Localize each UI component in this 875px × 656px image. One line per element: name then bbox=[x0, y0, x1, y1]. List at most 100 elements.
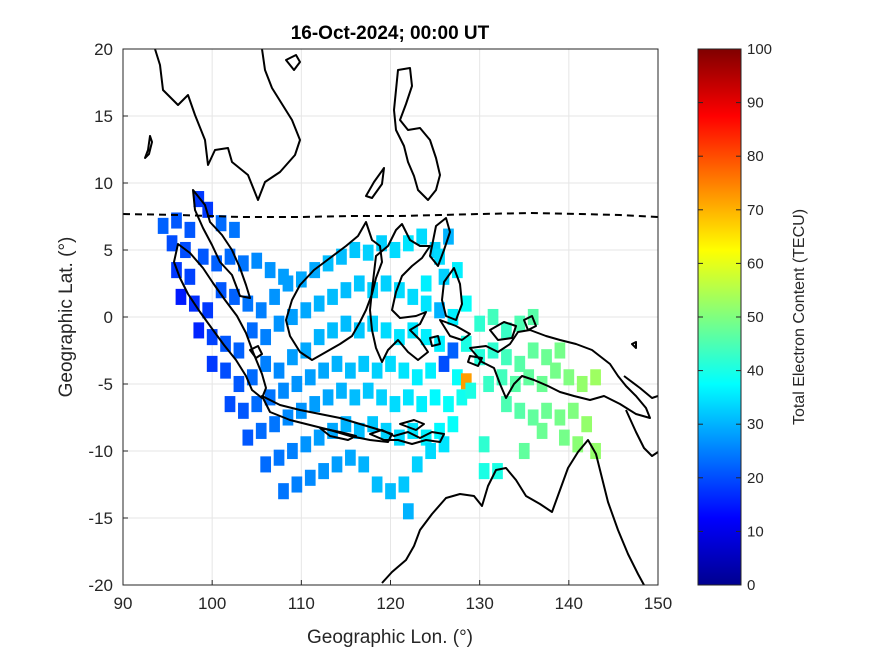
tec-cell bbox=[465, 382, 477, 399]
tec-cell bbox=[229, 288, 240, 305]
tec-cell bbox=[358, 456, 370, 473]
tec-cell bbox=[394, 282, 405, 299]
tec-cell bbox=[313, 429, 325, 446]
tec-cell bbox=[420, 429, 432, 446]
tec-cell bbox=[407, 322, 419, 339]
tec-cell bbox=[206, 355, 218, 372]
tec-cell bbox=[416, 396, 428, 413]
tec-cell bbox=[492, 463, 503, 480]
tec-cell bbox=[367, 416, 379, 433]
colorbar-tick-label: 20 bbox=[747, 470, 764, 487]
x-tick-label: 140 bbox=[555, 594, 583, 613]
tec-cell bbox=[353, 275, 365, 292]
tec-cell bbox=[411, 369, 423, 386]
x-tick-label: 90 bbox=[114, 594, 133, 613]
tec-cell bbox=[434, 422, 445, 439]
tec-cell bbox=[215, 282, 227, 299]
tec-cell bbox=[389, 396, 401, 413]
tec-cell bbox=[572, 436, 584, 453]
colorbar bbox=[697, 48, 742, 586]
tec-cell bbox=[238, 402, 249, 419]
tec-cell bbox=[304, 369, 316, 386]
tec-cell bbox=[215, 215, 227, 232]
tec-cell bbox=[291, 375, 303, 393]
tec-cell bbox=[501, 396, 512, 413]
tec-cell bbox=[554, 342, 566, 359]
tec-cell bbox=[394, 429, 405, 446]
y-tick-label: 0 bbox=[104, 308, 113, 327]
x-tick-label: 120 bbox=[376, 594, 404, 613]
tec-cell bbox=[380, 322, 392, 339]
tec-cell bbox=[394, 329, 405, 346]
tec-cell bbox=[460, 335, 472, 352]
tec-cell bbox=[478, 463, 490, 480]
tec-cell bbox=[420, 275, 432, 292]
tec-cell bbox=[264, 389, 276, 406]
tec-cell bbox=[398, 476, 410, 493]
tec-cell bbox=[527, 409, 539, 426]
tec-cell bbox=[581, 416, 593, 433]
y-tick-label: 10 bbox=[94, 174, 113, 193]
tec-cell bbox=[260, 329, 272, 346]
tec-cell bbox=[327, 322, 338, 339]
tec-cell bbox=[353, 422, 365, 439]
tec-cell bbox=[255, 422, 267, 439]
tec-cell bbox=[541, 402, 552, 419]
tec-cell bbox=[269, 416, 280, 433]
tec-cell bbox=[238, 255, 249, 272]
colorbar-tick-label: 30 bbox=[747, 416, 764, 433]
tec-cell bbox=[331, 355, 343, 372]
tec-cell bbox=[447, 416, 459, 433]
tec-cell bbox=[563, 369, 575, 386]
tec-cell bbox=[527, 342, 539, 359]
tec-cell bbox=[429, 389, 441, 406]
tec-cell bbox=[358, 355, 370, 372]
colorbar-tick-label: 80 bbox=[747, 148, 764, 165]
tec-cell bbox=[313, 329, 325, 346]
tec-cell bbox=[438, 436, 450, 453]
colorbar-tick-label: 90 bbox=[747, 95, 764, 112]
tec-cell bbox=[264, 262, 276, 279]
tec-cell bbox=[362, 244, 374, 261]
tec-cell bbox=[478, 436, 490, 453]
tec-cell bbox=[287, 308, 298, 326]
x-axis-label: Geographic Lon. (°) bbox=[307, 627, 473, 648]
tec-cell bbox=[501, 349, 512, 366]
tec-cell bbox=[251, 396, 263, 413]
tec-cell bbox=[474, 315, 486, 332]
tec-cell bbox=[349, 241, 361, 259]
tec-cell bbox=[211, 255, 222, 272]
tec-cell bbox=[349, 389, 361, 406]
tec-cell bbox=[411, 456, 423, 473]
tec-cell bbox=[295, 271, 307, 288]
tec-cell bbox=[371, 362, 383, 379]
x-tick-label: 130 bbox=[465, 594, 493, 613]
tec-cell bbox=[434, 248, 445, 265]
tec-cell bbox=[407, 288, 419, 305]
tec-cell bbox=[425, 442, 436, 460]
tec-cell bbox=[242, 295, 254, 312]
tec-cell bbox=[229, 221, 240, 238]
tec-cell bbox=[175, 288, 187, 305]
tec-cell bbox=[389, 241, 401, 259]
tec-cell bbox=[193, 191, 205, 208]
tec-cell bbox=[362, 382, 374, 399]
tec-cell bbox=[456, 389, 468, 406]
tec-cell bbox=[345, 449, 356, 466]
tec-cell bbox=[443, 396, 454, 413]
tec-cell bbox=[278, 483, 289, 500]
tec-cell bbox=[438, 268, 450, 285]
tec-cell bbox=[367, 315, 379, 332]
tec-cell bbox=[536, 422, 548, 439]
tec-cell bbox=[318, 463, 329, 480]
tec-cell bbox=[345, 362, 356, 379]
tec-cell bbox=[282, 275, 294, 292]
tec-cell bbox=[246, 322, 258, 339]
tec-cell bbox=[260, 355, 272, 372]
tec-cell bbox=[304, 469, 316, 486]
tec-cell bbox=[206, 329, 218, 346]
tec-cell bbox=[287, 349, 298, 366]
tec-cell bbox=[224, 248, 236, 265]
tec-cell bbox=[273, 449, 285, 466]
